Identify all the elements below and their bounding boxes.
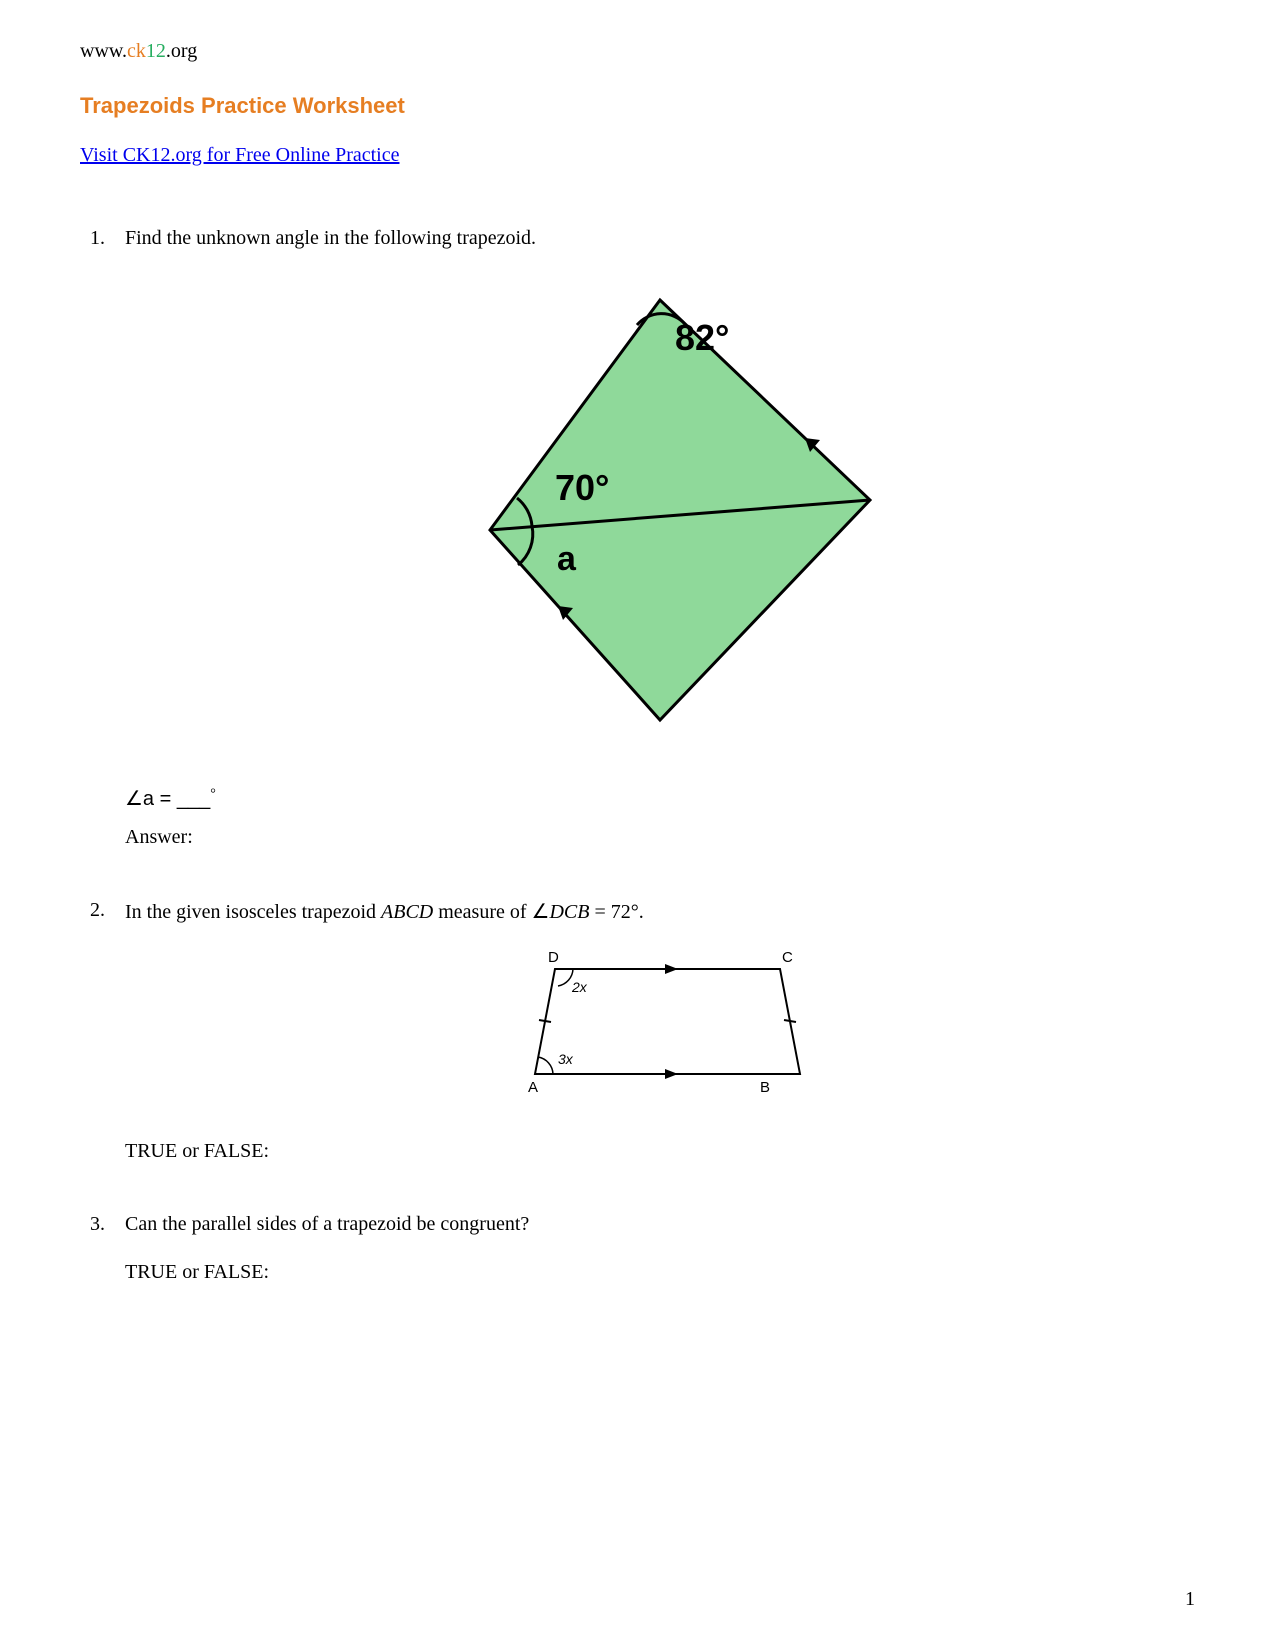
degree-symbol: °	[210, 786, 216, 801]
answer-prompt-1: ∠a = ___°	[125, 786, 1195, 811]
question-1: 1. Find the unknown angle in the followi…	[125, 227, 1195, 849]
angle-label-a: a	[557, 540, 577, 578]
question-3-text: Can the parallel sides of a trapezoid be…	[125, 1213, 1195, 1236]
question-1-text: Find the unknown angle in the following …	[125, 227, 1195, 250]
vertex-a: A	[528, 1079, 538, 1096]
trapezoid-diagram-2: D C A B 2x 3x	[500, 944, 820, 1099]
trapezoid-shape	[490, 300, 870, 720]
tick-right	[784, 1020, 796, 1022]
question-3: 3. Can the parallel sides of a trapezoid…	[125, 1213, 1195, 1284]
angle-label-2x: 2x	[571, 979, 588, 995]
parallel-arrow-top	[665, 964, 678, 974]
practice-link[interactable]: Visit CK12.org for Free Online Practice	[80, 144, 399, 167]
q2-italic1: ABCD	[381, 901, 433, 923]
angle-label-3x: 3x	[558, 1051, 574, 1067]
figure-2: D C A B 2x 3x	[125, 944, 1195, 1105]
vertex-c: C	[782, 949, 793, 966]
page-number: 1	[1185, 1588, 1195, 1611]
worksheet-title: Trapezoids Practice Worksheet	[80, 93, 1195, 119]
q2-italic2: DCB	[549, 901, 589, 923]
questions-list: 1. Find the unknown angle in the followi…	[80, 227, 1195, 1284]
url-brand-num: 12	[146, 40, 166, 62]
tf-prompt-2: TRUE or FALSE:	[125, 1140, 1195, 1163]
q2-part2: measure of	[433, 901, 531, 923]
question-2-number: 2.	[90, 899, 105, 922]
trapezoid-diagram-1: 82° 70° a	[410, 270, 910, 740]
question-2: 2. In the given isosceles trapezoid ABCD…	[125, 899, 1195, 1163]
question-2-text: In the given isosceles trapezoid ABCD me…	[125, 899, 1195, 924]
url-brand-ck: ck	[127, 40, 146, 62]
angle-arc-2x	[558, 969, 573, 986]
q2-part3: = 72°.	[589, 901, 643, 923]
angle-label-82: 82°	[675, 317, 729, 358]
tick-left	[539, 1020, 551, 1022]
q2-angle-sym: ∠	[532, 901, 550, 923]
url-suffix: .org	[166, 40, 197, 62]
vertex-b: B	[760, 1079, 770, 1096]
figure-1: 82° 70° a	[125, 270, 1195, 746]
question-1-number: 1.	[90, 227, 105, 250]
angle-prefix: ∠a = ___	[125, 788, 210, 810]
question-3-number: 3.	[90, 1213, 105, 1236]
q2-part1: In the given isosceles trapezoid	[125, 901, 381, 923]
vertex-d: D	[548, 949, 559, 966]
tf-prompt-3: TRUE or FALSE:	[125, 1261, 1195, 1284]
site-url: www.ck12.org	[80, 40, 1195, 63]
url-prefix: www.	[80, 40, 127, 62]
parallel-arrow-bottom	[665, 1069, 678, 1079]
answer-label-1: Answer:	[125, 826, 1195, 849]
angle-label-70: 70°	[555, 467, 609, 508]
angle-arc-3x	[538, 1057, 553, 1074]
